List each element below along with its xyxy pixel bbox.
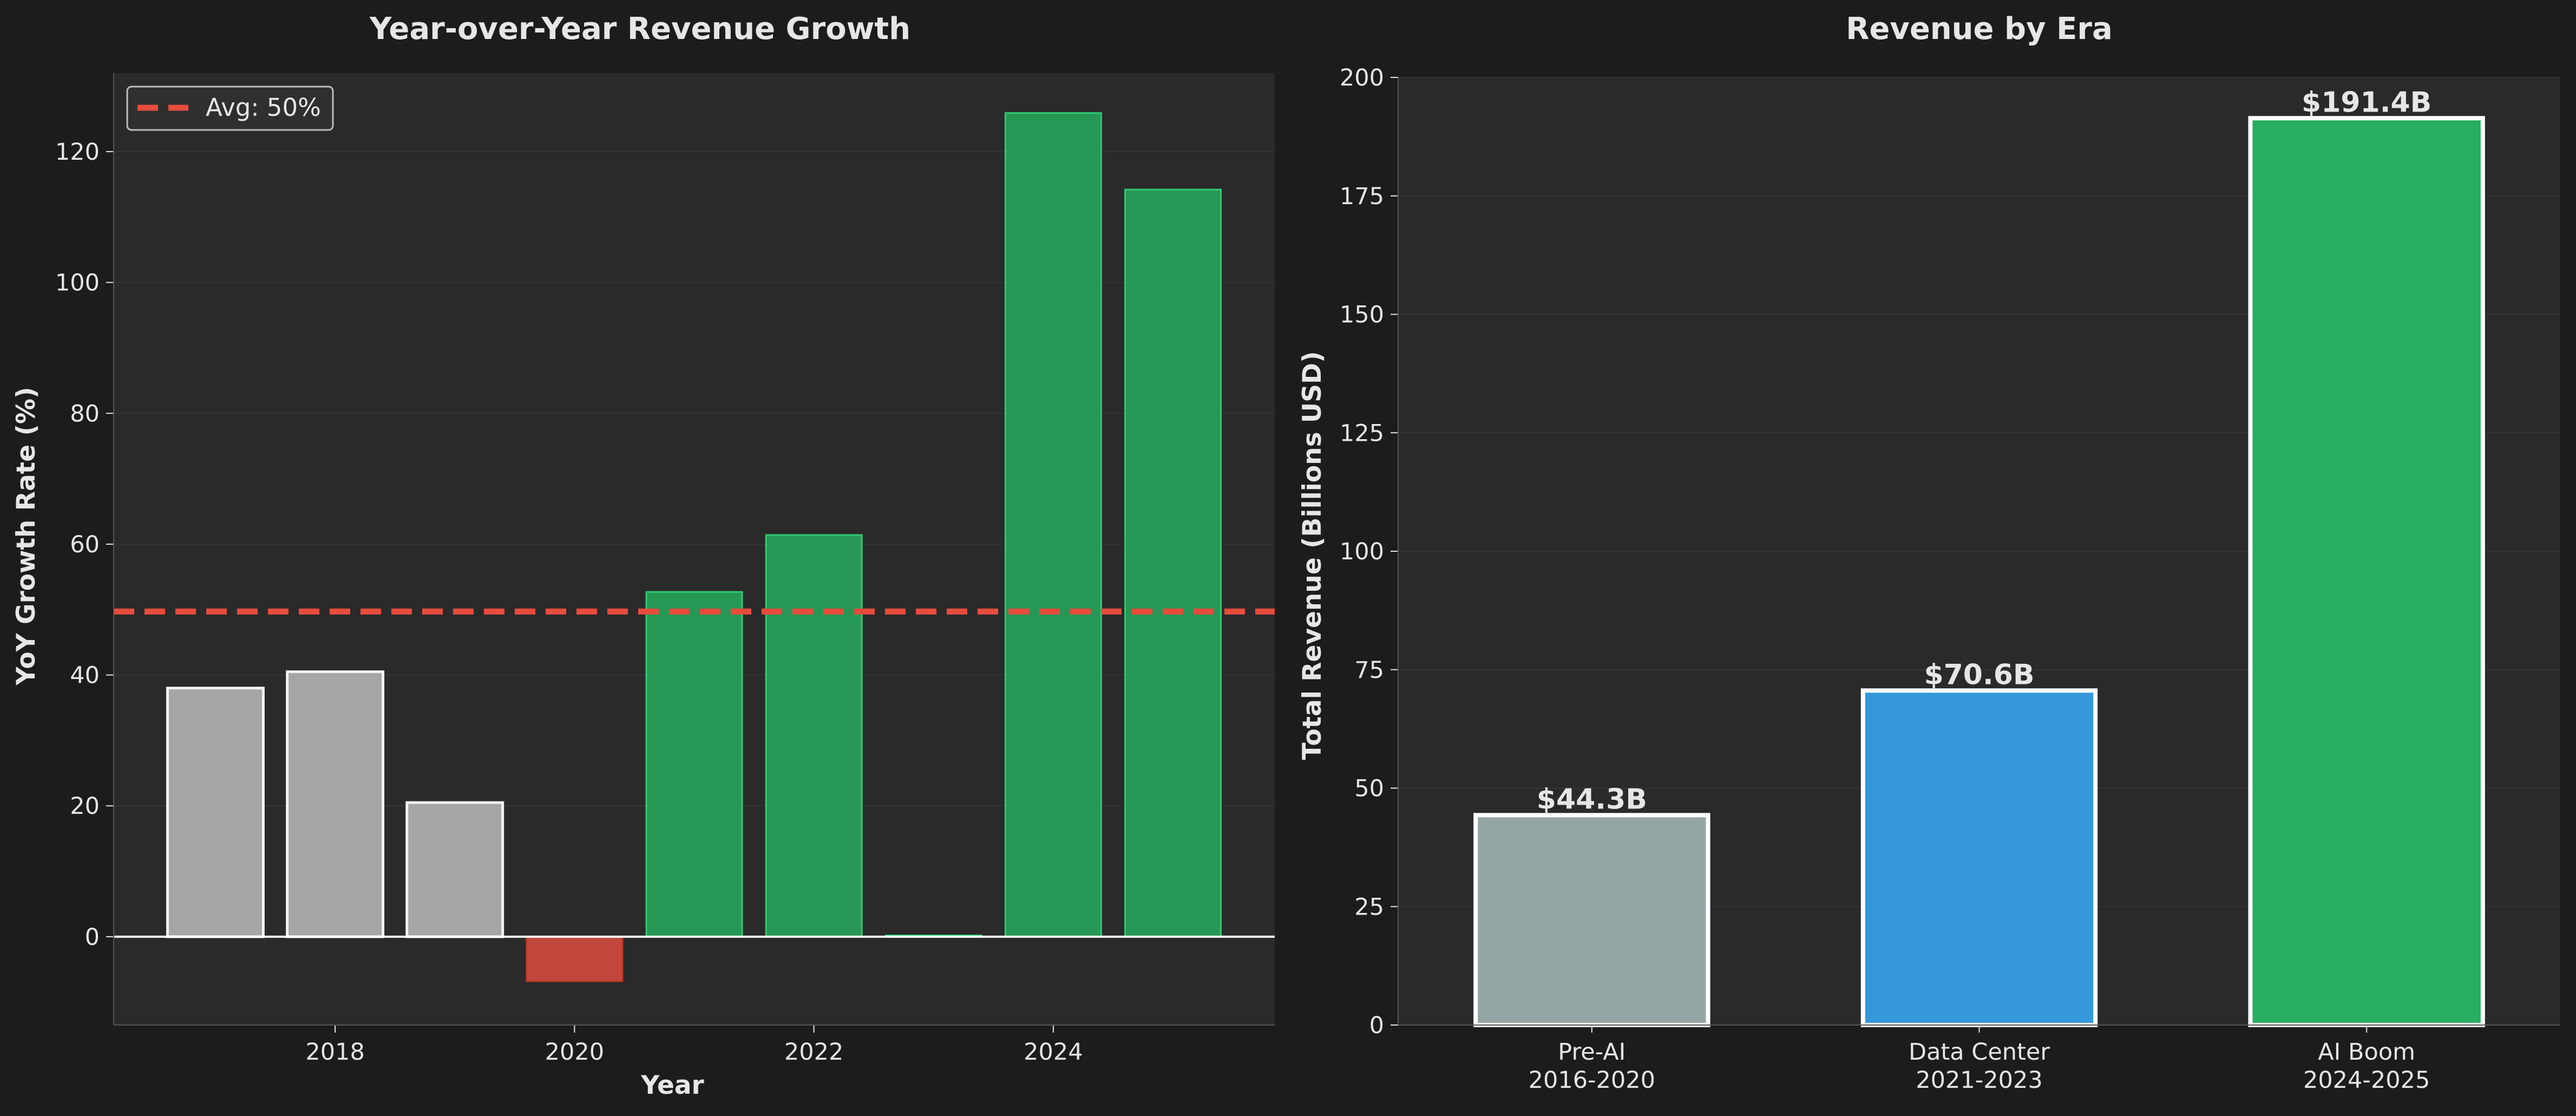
y-tick-label: 25 bbox=[1354, 893, 1384, 921]
chart-title: Year-over-Year Revenue Growth bbox=[369, 11, 910, 47]
x-tick-label: 2018 bbox=[305, 1039, 364, 1066]
legend-box bbox=[126, 86, 334, 131]
legend: Avg: 50% bbox=[126, 86, 334, 131]
bar-era-3 bbox=[2248, 116, 2485, 1027]
y-tick-label: 120 bbox=[55, 139, 100, 166]
yoy-growth-chart: 0 20 40 60 80 100 120 2018 2020 2022 2024 Year-over… bbox=[11, 11, 1275, 1100]
data-label: $44.3B bbox=[1537, 783, 1647, 815]
x-tick-label: 2024 bbox=[1024, 1039, 1083, 1066]
data-label: $191.4B bbox=[2302, 86, 2431, 119]
y-axis-label: Total Revenue (Billions USD) bbox=[1297, 351, 1327, 760]
y-tick-label: 100 bbox=[55, 270, 100, 297]
y-tick-label: 80 bbox=[70, 400, 100, 427]
x-tick-label: 2022 bbox=[784, 1039, 843, 1066]
bar-2017 bbox=[166, 687, 265, 938]
y-tick-label: 0 bbox=[85, 924, 100, 951]
bar-era-1 bbox=[1473, 813, 1710, 1027]
y-tick-label: 40 bbox=[70, 662, 100, 689]
y-tick-label: 75 bbox=[1354, 657, 1384, 684]
bar-2022 bbox=[765, 534, 863, 938]
y-tick-label: 20 bbox=[70, 793, 100, 820]
legend-label: Avg: 50% bbox=[206, 93, 321, 122]
bar-2019 bbox=[405, 801, 504, 938]
chart-title: Revenue by Era bbox=[1846, 11, 2113, 47]
y-tick-label: 125 bbox=[1340, 420, 1384, 447]
revenue-by-era-chart: 0 25 50 75 100 125 150 175 200 $44.3B Pre-AI 2016-2… bbox=[1297, 11, 2560, 1094]
y-tick-label: 0 bbox=[1369, 1012, 1384, 1039]
x-axis-label: Year bbox=[640, 1071, 704, 1100]
x-tick-label: AI Boom 2024-2025 bbox=[2303, 1039, 2430, 1094]
bar-2018 bbox=[286, 670, 385, 938]
bar-era-2 bbox=[1860, 688, 2098, 1027]
y-tick-label: 100 bbox=[1340, 538, 1384, 565]
y-tick-label: 50 bbox=[1354, 775, 1384, 802]
bar-2020 bbox=[526, 936, 624, 982]
x-tick-label: 2020 bbox=[545, 1039, 604, 1066]
bar-2021 bbox=[645, 591, 743, 938]
x-tick-label: Data Center 2021-2023 bbox=[1909, 1039, 2050, 1094]
bar-2025 bbox=[1124, 188, 1222, 938]
y-tick-label: 60 bbox=[70, 531, 100, 558]
x-tick-label: Pre-AI 2016-2020 bbox=[1529, 1039, 1655, 1094]
y-axis-label: YoY Growth Rate (%) bbox=[11, 387, 41, 686]
y-tick-label: 200 bbox=[1340, 64, 1384, 92]
y-tick-label: 150 bbox=[1340, 302, 1384, 329]
bar-2024 bbox=[1004, 112, 1102, 938]
data-label: $70.6B bbox=[1924, 658, 2034, 691]
y-tick-label: 175 bbox=[1340, 183, 1384, 210]
